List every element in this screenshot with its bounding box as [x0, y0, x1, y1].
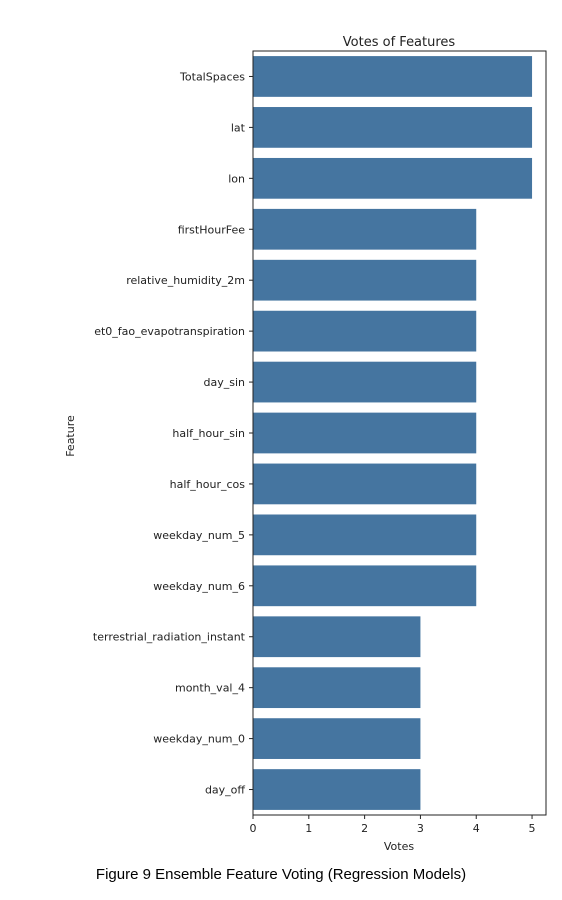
bar: [253, 56, 533, 97]
y-tick-label: firstHourFee: [178, 223, 245, 236]
y-tick-label: TotalSpaces: [179, 70, 245, 83]
bar: [253, 463, 477, 505]
x-tick-label: 5: [529, 822, 536, 835]
y-tick-label: weekday_num_6: [153, 580, 245, 593]
bar: [253, 616, 421, 658]
bar: [253, 514, 477, 556]
bar: [253, 361, 477, 403]
x-tick-label: 4: [473, 822, 480, 835]
bar: [253, 667, 421, 709]
y-tick-label: day_sin: [204, 376, 246, 389]
bar: [253, 259, 477, 301]
bar: [253, 565, 477, 607]
x-axis-label: Votes: [384, 840, 414, 853]
bar: [253, 208, 477, 250]
x-tick-label: 3: [417, 822, 424, 835]
y-tick-label: half_hour_cos: [170, 478, 246, 491]
feature-votes-chart: Votes of Features TotalSpaces lat lon first…: [64, 35, 547, 853]
plot-frame: [252, 50, 547, 816]
bar: [253, 107, 533, 148]
bars-layer: [253, 56, 533, 810]
y-tick-label: weekday_num_5: [153, 529, 245, 542]
y-tick-label: half_hour_sin: [172, 427, 245, 440]
bar: [253, 718, 421, 759]
y-tick-label: et0_fao_evapotranspiration: [94, 325, 245, 338]
y-tick-label: day_off: [205, 784, 245, 797]
x-tick-label: 0: [250, 822, 257, 835]
y-tick-label: month_val_4: [175, 682, 245, 695]
x-ticks: 0 1 2 3 4 5: [250, 815, 536, 835]
chart-title: Votes of Features: [343, 35, 456, 50]
x-tick-label: 1: [305, 822, 312, 835]
y-tick-label: lat: [231, 121, 246, 134]
y-tick-label: terrestrial_radiation_instant: [93, 631, 246, 644]
x-tick-label: 2: [361, 822, 368, 835]
y-tick-label: lon: [228, 172, 245, 185]
y-tick-label: weekday_num_0: [153, 733, 245, 746]
y-tick-label: relative_humidity_2m: [126, 274, 245, 287]
bar: [253, 310, 477, 352]
y-axis-label: Feature: [64, 415, 77, 457]
bar: [253, 412, 477, 454]
bar: [253, 157, 533, 199]
bar: [253, 769, 421, 810]
figure-caption: Figure 9 Ensemble Feature Voting (Regres…: [95, 866, 467, 883]
y-tick-labels: TotalSpaces lat lon firstHourFee relative_hu…: [93, 70, 253, 797]
